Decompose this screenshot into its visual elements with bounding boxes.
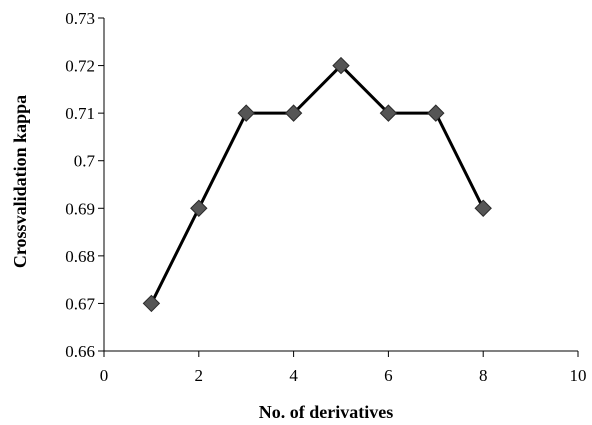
data-point-marker <box>474 199 492 217</box>
data-point-marker <box>142 294 161 313</box>
y-tick-label: 0.7 <box>74 152 96 171</box>
y-tick-label: 0.71 <box>65 104 95 123</box>
y-tick-label: 0.69 <box>65 199 95 218</box>
y-axis-title: Crossvalidation kappa <box>10 95 30 268</box>
series-layer <box>142 56 492 313</box>
x-axis-title: No. of derivatives <box>259 402 393 422</box>
x-tick-label: 2 <box>195 366 204 385</box>
x-tick-label: 8 <box>479 366 488 385</box>
y-tick-label: 0.66 <box>65 342 95 361</box>
y-axis-ticks: 0.66 0.67 0.68 0.69 0.7 0.71 0.72 0.73 <box>65 9 104 361</box>
y-tick-label: 0.68 <box>65 247 95 266</box>
y-tick-label: 0.67 <box>65 294 95 313</box>
data-point-marker <box>427 104 445 122</box>
x-tick-label: 10 <box>570 366 587 385</box>
y-tick-label: 0.73 <box>65 9 95 28</box>
data-point-marker <box>237 104 255 122</box>
data-point-marker <box>190 199 208 217</box>
data-point-marker <box>284 104 303 122</box>
y-tick-label: 0.72 <box>65 57 95 76</box>
x-tick-label: 4 <box>289 366 298 385</box>
series-line <box>150 64 485 305</box>
x-axis-ticks: 0 2 4 6 8 10 <box>100 351 587 385</box>
x-tick-label: 0 <box>100 366 109 385</box>
data-point-marker <box>332 56 350 75</box>
data-point-marker <box>379 104 398 122</box>
x-tick-label: 6 <box>384 366 393 385</box>
